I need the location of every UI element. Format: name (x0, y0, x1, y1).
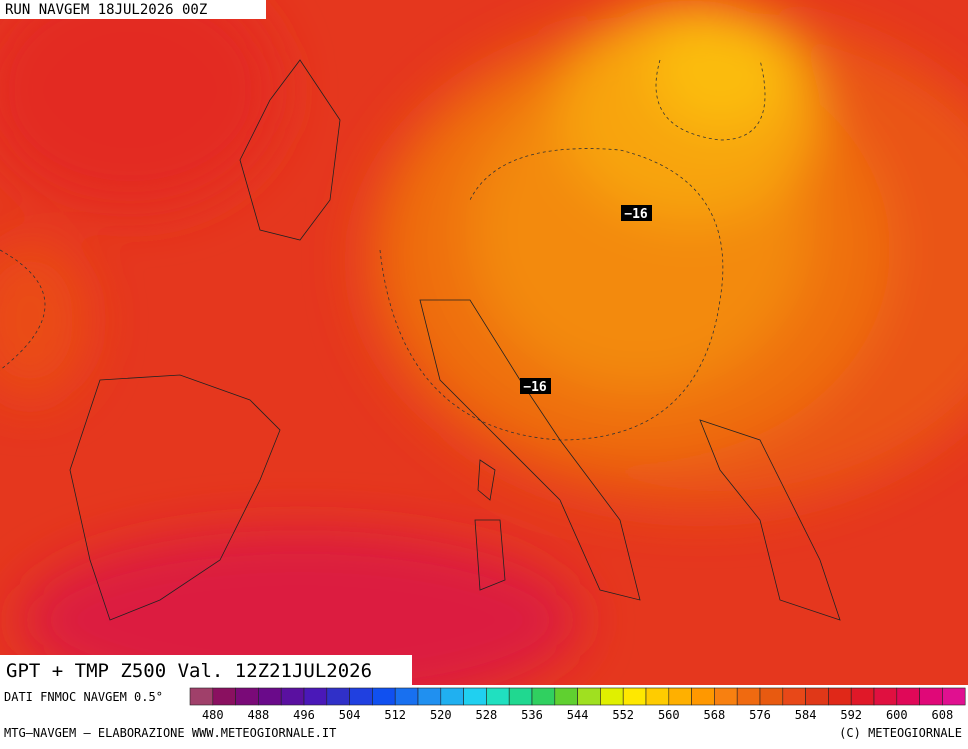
colorbar-label: 504 (339, 708, 361, 722)
colorbar-swatch (714, 687, 738, 706)
run-label: RUN NAVGEM 18JUL2026 00Z (5, 2, 207, 18)
colorbar-swatch (850, 687, 875, 706)
colorbar-swatch (394, 687, 419, 706)
colorbar-swatch (349, 687, 373, 706)
label-box (520, 378, 551, 394)
colorbar-swatch (486, 687, 510, 706)
colorbar-swatch (508, 687, 533, 706)
colorbar-label: 584 (795, 708, 817, 722)
colorbar-label: 528 (476, 708, 498, 722)
colorbar-label: 552 (612, 708, 634, 722)
map-label: −16 (624, 207, 648, 222)
colorbar-swatch (417, 687, 442, 706)
run-box (0, 0, 266, 19)
coastlines (69, 59, 841, 621)
colorbar-swatch (372, 687, 396, 706)
colorbar-label: 568 (704, 708, 726, 722)
colorbar-label: 592 (840, 708, 862, 722)
colorbar-swatch (782, 687, 806, 706)
isotherms (0, 59, 766, 441)
colorbar-swatch (189, 687, 214, 706)
colorbar-swatch (828, 687, 852, 706)
colorbar-swatch (531, 687, 556, 706)
colorbar-label: 496 (293, 708, 315, 722)
colorbar-swatch (600, 687, 624, 706)
colorbar-swatch (463, 687, 487, 706)
colorbar-swatch (212, 687, 236, 706)
colorbar-swatch (554, 687, 578, 706)
colorbar-label: 536 (521, 708, 543, 722)
colorbar-label: 520 (430, 708, 452, 722)
colorbar-swatch (577, 687, 601, 706)
colorbar-label: 576 (749, 708, 771, 722)
title-box (0, 655, 412, 685)
colorbar-swatch (896, 687, 920, 706)
colorbar-swatch (280, 687, 305, 706)
colorbar-swatch (303, 687, 328, 706)
colorbar-swatch (326, 687, 350, 706)
colorbar-label: 544 (567, 708, 589, 722)
map-field (0, 0, 968, 685)
credits-right: (C) METEOGIORNALE (839, 726, 962, 740)
colorbar-swatch (440, 687, 464, 706)
colorbar-swatch (942, 687, 966, 706)
colorbar-swatch (919, 687, 943, 706)
colorbar-swatch (736, 687, 761, 706)
map-label: −16 (523, 380, 547, 395)
colorbar-label: 600 (886, 708, 908, 722)
colorbar-label: 608 (932, 708, 954, 722)
colorbar: 480 488 496 504 512 520 528 536 544 552 560 568 576 5… (189, 687, 966, 722)
colorbar-swatch (622, 687, 647, 706)
colorbar-label: 480 (202, 708, 224, 722)
colorbar-swatch (873, 687, 898, 706)
forecast-title: GPT + TMP Z500 Val. 12Z21JUL2026 (6, 660, 372, 682)
colorbar-swatch (691, 687, 715, 706)
credits-left: MTG–NAVGEM – ELABORAZIONE WWW.METEOGIORN… (4, 726, 336, 740)
data-source: DATI FNMOC NAVGEM 0.5° (4, 690, 163, 704)
colorbar-swatch (759, 687, 784, 706)
colorbar-swatch (805, 687, 829, 706)
colorbar-swatch (645, 687, 670, 706)
label-box (621, 205, 652, 221)
colorbar-label: 488 (248, 708, 270, 722)
colorbar-label: 560 (658, 708, 680, 722)
colorbar-swatch (258, 687, 282, 706)
colorbar-label: 512 (384, 708, 406, 722)
colorbar-swatch (235, 687, 259, 706)
colorbar-swatch (668, 687, 692, 706)
